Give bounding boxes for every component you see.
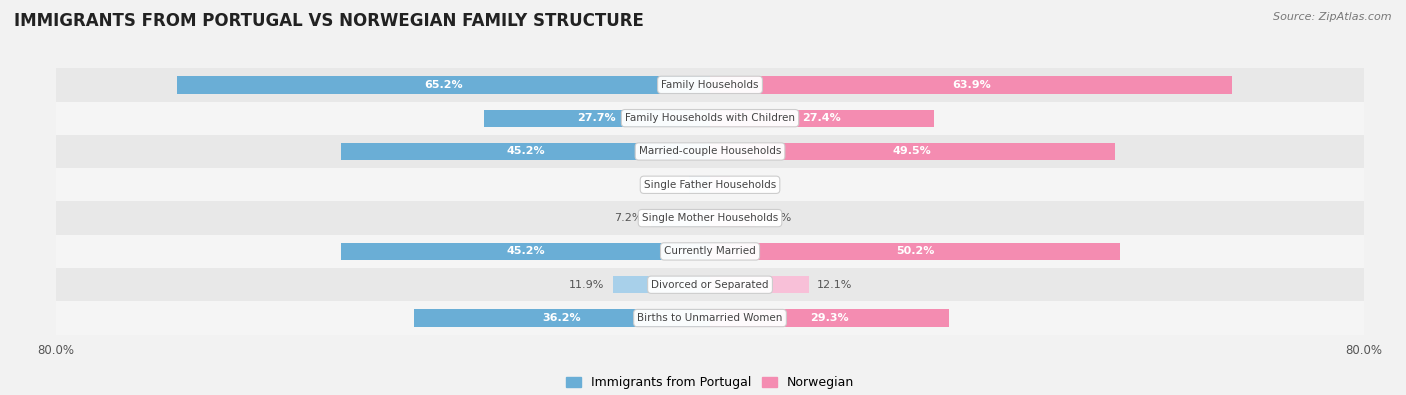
Text: 12.1%: 12.1% [817,280,852,290]
Text: Family Households: Family Households [661,80,759,90]
Text: 27.4%: 27.4% [803,113,841,123]
Text: Single Father Households: Single Father Households [644,180,776,190]
Bar [710,309,949,327]
Text: 65.2%: 65.2% [425,80,463,90]
Bar [710,276,808,293]
Text: 5.5%: 5.5% [763,213,792,223]
Bar [710,243,1121,260]
Bar [56,102,1364,135]
Legend: Immigrants from Portugal, Norwegian: Immigrants from Portugal, Norwegian [561,371,859,394]
Text: Married-couple Households: Married-couple Households [638,147,782,156]
Bar [56,268,1364,301]
Text: IMMIGRANTS FROM PORTUGAL VS NORWEGIAN FAMILY STRUCTURE: IMMIGRANTS FROM PORTUGAL VS NORWEGIAN FA… [14,12,644,30]
Text: 36.2%: 36.2% [543,313,582,323]
Bar [689,176,710,194]
Bar [177,76,710,94]
Text: 45.2%: 45.2% [506,246,544,256]
Text: 2.6%: 2.6% [652,180,681,190]
Bar [56,235,1364,268]
Bar [56,201,1364,235]
Bar [415,309,710,327]
Bar [56,168,1364,201]
Bar [340,143,710,160]
Bar [613,276,710,293]
Text: 63.9%: 63.9% [952,80,990,90]
Text: 29.3%: 29.3% [810,313,849,323]
Text: 11.9%: 11.9% [569,280,605,290]
Bar [56,135,1364,168]
Bar [340,243,710,260]
Text: 45.2%: 45.2% [506,147,544,156]
Bar [484,109,710,127]
Text: 2.4%: 2.4% [738,180,766,190]
Text: Family Households with Children: Family Households with Children [626,113,794,123]
Bar [710,209,755,227]
Text: 50.2%: 50.2% [896,246,935,256]
Bar [56,301,1364,335]
Text: 49.5%: 49.5% [893,147,932,156]
Text: Currently Married: Currently Married [664,246,756,256]
Text: 27.7%: 27.7% [578,113,616,123]
Text: Source: ZipAtlas.com: Source: ZipAtlas.com [1274,12,1392,22]
Bar [710,143,1115,160]
Bar [651,209,710,227]
Text: Single Mother Households: Single Mother Households [643,213,778,223]
Bar [710,76,1232,94]
Text: Births to Unmarried Women: Births to Unmarried Women [637,313,783,323]
Text: 7.2%: 7.2% [614,213,643,223]
Bar [710,176,730,194]
Text: Divorced or Separated: Divorced or Separated [651,280,769,290]
Bar [710,109,934,127]
Bar [56,68,1364,102]
